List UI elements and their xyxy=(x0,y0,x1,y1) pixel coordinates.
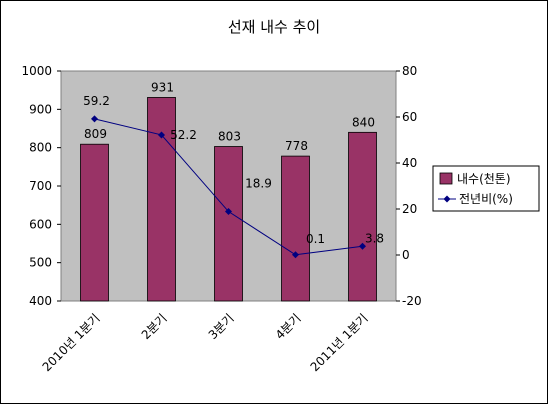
right-tick-label: 0 xyxy=(402,248,410,262)
line-value-label: 59.2 xyxy=(83,94,110,108)
line-value-label: 0.1 xyxy=(306,232,325,246)
bar-value-label: 803 xyxy=(218,130,241,144)
line-value-label: 3.8 xyxy=(365,231,384,245)
legend-bar-swatch xyxy=(439,172,453,185)
bar xyxy=(214,146,243,302)
line-point xyxy=(158,131,165,139)
legend-line-marker xyxy=(443,195,451,203)
legend-bar-label: 내수(천톤) xyxy=(457,171,511,186)
bar xyxy=(281,155,310,302)
x-tick-label: 4분기 xyxy=(273,311,304,342)
bar-series xyxy=(80,97,377,302)
line-value-label: 18.9 xyxy=(245,177,272,191)
legend: 내수(천톤) 전년비(%) xyxy=(432,165,540,212)
x-tick-label: 2011년 1분기 xyxy=(308,311,371,374)
bar-data-labels: 809 931 803 778 840 xyxy=(84,80,375,153)
bar-value-label: 778 xyxy=(285,139,308,153)
x-axis: 2010년 1분기 2분기 3분기 4분기 2011년 1분기 xyxy=(40,311,371,374)
line-point xyxy=(359,242,366,250)
left-tick-label: 500 xyxy=(29,256,52,270)
right-tick-label: 40 xyxy=(402,156,417,170)
bar-value-label: 931 xyxy=(151,80,174,94)
right-axis: -20 0 20 40 60 80 xyxy=(396,64,422,308)
line-series xyxy=(91,115,366,259)
bar xyxy=(147,97,176,302)
bar xyxy=(348,131,377,302)
right-tick-label: -20 xyxy=(402,294,422,308)
right-tick-label: 60 xyxy=(402,110,417,124)
right-tick-label: 20 xyxy=(402,202,417,216)
bar xyxy=(80,143,109,302)
line-point xyxy=(91,115,98,123)
x-tick-label: 3분기 xyxy=(206,311,237,342)
chart-title: 선재 내수 추이 xyxy=(228,18,320,36)
line-point xyxy=(292,251,299,259)
x-tick-label: 2010년 1분기 xyxy=(40,311,103,374)
x-tick-label: 2분기 xyxy=(139,311,170,342)
left-axis: 400 500 600 700 800 900 1000 xyxy=(21,64,61,308)
left-tick-label: 1000 xyxy=(21,64,52,78)
bar-value-label: 809 xyxy=(84,127,107,141)
line-value-label: 52.2 xyxy=(170,128,197,142)
legend-line-label: 전년비(%) xyxy=(459,192,513,206)
line-data-labels: 59.2 52.2 18.9 0.1 3.8 xyxy=(83,94,384,246)
left-tick-label: 800 xyxy=(29,141,52,155)
bar-value-label: 840 xyxy=(352,115,375,129)
left-tick-label: 700 xyxy=(29,179,52,193)
left-tick-label: 900 xyxy=(29,102,52,116)
right-tick-label: 80 xyxy=(402,64,417,78)
left-tick-label: 600 xyxy=(29,217,52,231)
left-tick-label: 400 xyxy=(29,294,52,308)
line-point xyxy=(225,208,232,216)
